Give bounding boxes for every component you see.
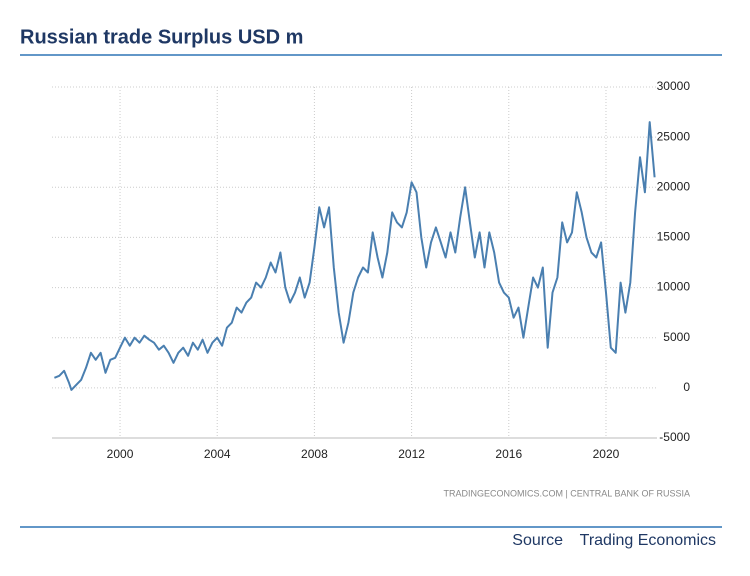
x-tick-label: 2020: [593, 447, 620, 461]
source: Trading Economics: [580, 532, 716, 549]
y-tick-label: 30000: [657, 79, 691, 93]
y-tick-label: 25000: [657, 129, 691, 143]
y-tick-label: 20000: [657, 179, 691, 193]
series-line: [54, 121, 656, 391]
y-tick-label: 10000: [657, 280, 691, 294]
x-tick-label: 2012: [398, 447, 425, 461]
y-tick-label: -5000: [659, 430, 690, 444]
y-tick-label: 5000: [663, 330, 690, 344]
chart-title: Russian trade Surplus USD m: [20, 26, 303, 48]
x-tick-label: 2000: [107, 447, 134, 461]
y-tick-label: 15000: [657, 230, 691, 244]
plot: -5000 0 5000 10000 15000 20000 25000 30000 2000 2…: [52, 79, 690, 461]
source-label: Source: [512, 532, 563, 549]
x-tick-label: 2008: [301, 447, 328, 461]
x-tick-label: 2004: [204, 447, 231, 461]
x-tick-label: 2016: [495, 447, 522, 461]
y-tick-label: 0: [683, 380, 690, 394]
attribution: TRADINGECONOMICS.COM | CENTRAL BANK OF R…: [443, 488, 690, 498]
